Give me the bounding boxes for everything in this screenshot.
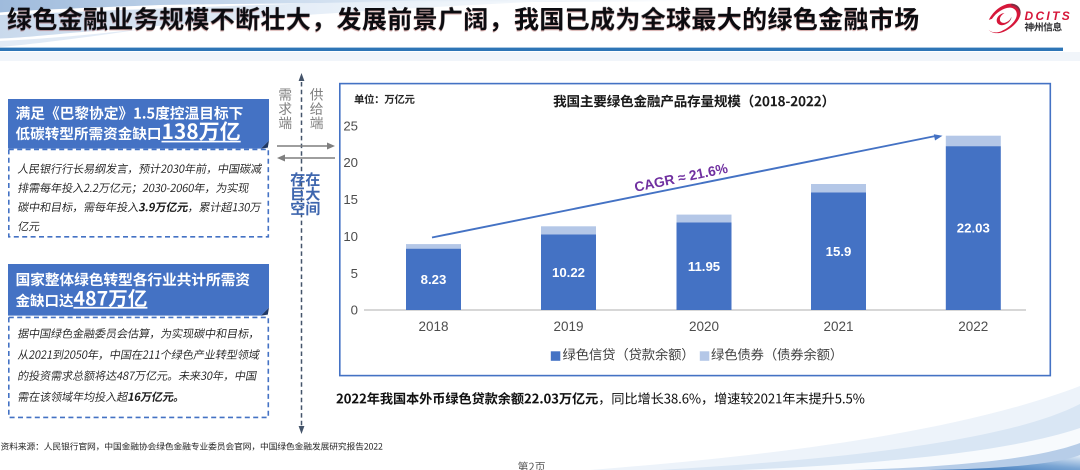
svg-text:11.95: 11.95 xyxy=(688,259,720,274)
svg-text:25: 25 xyxy=(343,118,358,133)
svg-text:20: 20 xyxy=(343,155,358,170)
svg-text:15.9: 15.9 xyxy=(826,244,852,259)
svg-text:2019: 2019 xyxy=(553,319,583,334)
svg-text:10.22: 10.22 xyxy=(552,265,585,280)
svg-text:5: 5 xyxy=(351,266,358,281)
svg-text:2020: 2020 xyxy=(689,319,719,334)
svg-text:15: 15 xyxy=(343,192,358,207)
svg-text:10: 10 xyxy=(343,229,358,244)
svg-text:22.03: 22.03 xyxy=(957,221,990,236)
svg-text:2018: 2018 xyxy=(418,319,448,334)
svg-text:2022: 2022 xyxy=(958,319,988,334)
svg-text:2021: 2021 xyxy=(823,319,853,334)
svg-text:DCITS: DCITS xyxy=(1025,9,1073,23)
svg-text:8.23: 8.23 xyxy=(421,272,447,287)
svg-text:0: 0 xyxy=(351,303,358,318)
